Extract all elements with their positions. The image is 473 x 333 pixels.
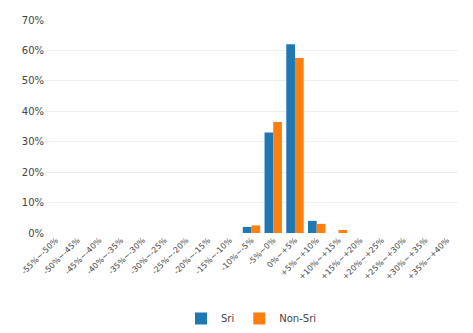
svg-text:+35%~+40%: +35%~+40% bbox=[406, 236, 452, 282]
svg-text:-15%~-10%: -15%~-10% bbox=[194, 236, 235, 277]
svg-text:+15%~+20%: +15%~+20% bbox=[319, 236, 365, 282]
svg-text:Non-Sri: Non-Sri bbox=[279, 313, 316, 324]
svg-text:20%: 20% bbox=[22, 167, 44, 178]
svg-text:+25%~+30%: +25%~+30% bbox=[362, 236, 408, 282]
svg-text:-25%~-20%: -25%~-20% bbox=[150, 236, 191, 277]
svg-text:30%: 30% bbox=[22, 136, 44, 147]
svg-text:+10%~+15%: +10%~+15% bbox=[297, 236, 343, 282]
svg-text:10%: 10% bbox=[22, 197, 44, 208]
svg-text:+20%~+25%: +20%~+25% bbox=[340, 236, 386, 282]
svg-text:-35%~-30%: -35%~-30% bbox=[107, 236, 148, 277]
svg-text:Sri: Sri bbox=[221, 313, 234, 324]
svg-text:-30%~-25%: -30%~-25% bbox=[128, 236, 169, 277]
svg-text:-40%~-35%: -40%~-35% bbox=[85, 236, 126, 277]
svg-text:+5%~+10%: +5%~+10% bbox=[279, 236, 321, 278]
svg-text:-45%~-40%: -45%~-40% bbox=[63, 236, 104, 277]
svg-text:60%: 60% bbox=[22, 45, 44, 56]
svg-text:-10%~-5%: -10%~-5% bbox=[219, 236, 256, 273]
svg-text:-5%~0%: -5%~0% bbox=[246, 236, 277, 267]
svg-text:70%: 70% bbox=[22, 15, 44, 26]
svg-text:50%: 50% bbox=[22, 75, 44, 86]
svg-text:0%: 0% bbox=[28, 228, 44, 239]
svg-text:-20%~-15%: -20%~-15% bbox=[172, 236, 213, 277]
svg-text:40%: 40% bbox=[22, 106, 44, 117]
svg-text:0%~+5%: 0%~+5% bbox=[265, 236, 299, 270]
svg-text:+30%~+35%: +30%~+35% bbox=[384, 236, 430, 282]
svg-text:-55%~-50%: -55%~-50% bbox=[20, 236, 61, 277]
svg-text:-50%~-45%: -50%~-45% bbox=[42, 236, 83, 277]
